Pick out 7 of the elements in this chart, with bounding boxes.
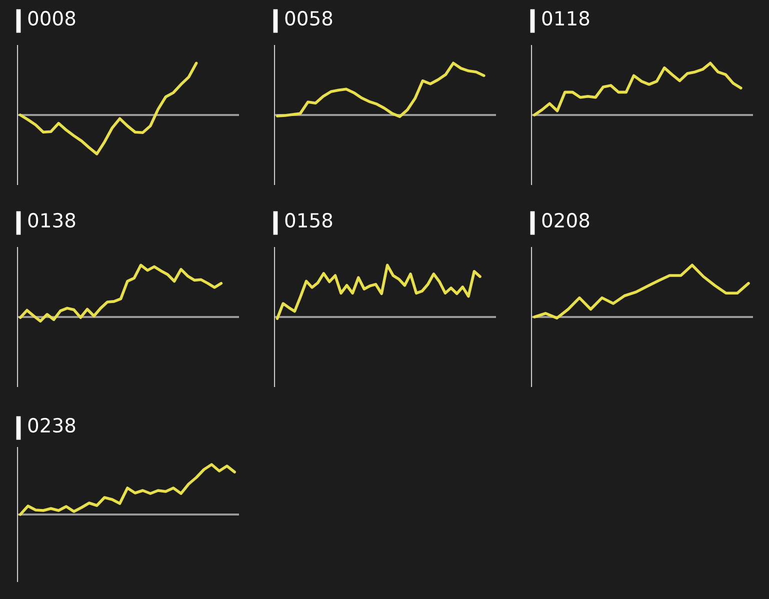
- chart-title: 0118: [542, 10, 590, 26]
- chart-title: 0208: [542, 212, 590, 228]
- chart-title: 0158: [285, 212, 332, 228]
- chart-title: 0138: [28, 212, 76, 228]
- chart-title: 0008: [28, 10, 76, 26]
- chart-title: 0058: [285, 10, 332, 26]
- chart-title: 0238: [28, 418, 76, 433]
